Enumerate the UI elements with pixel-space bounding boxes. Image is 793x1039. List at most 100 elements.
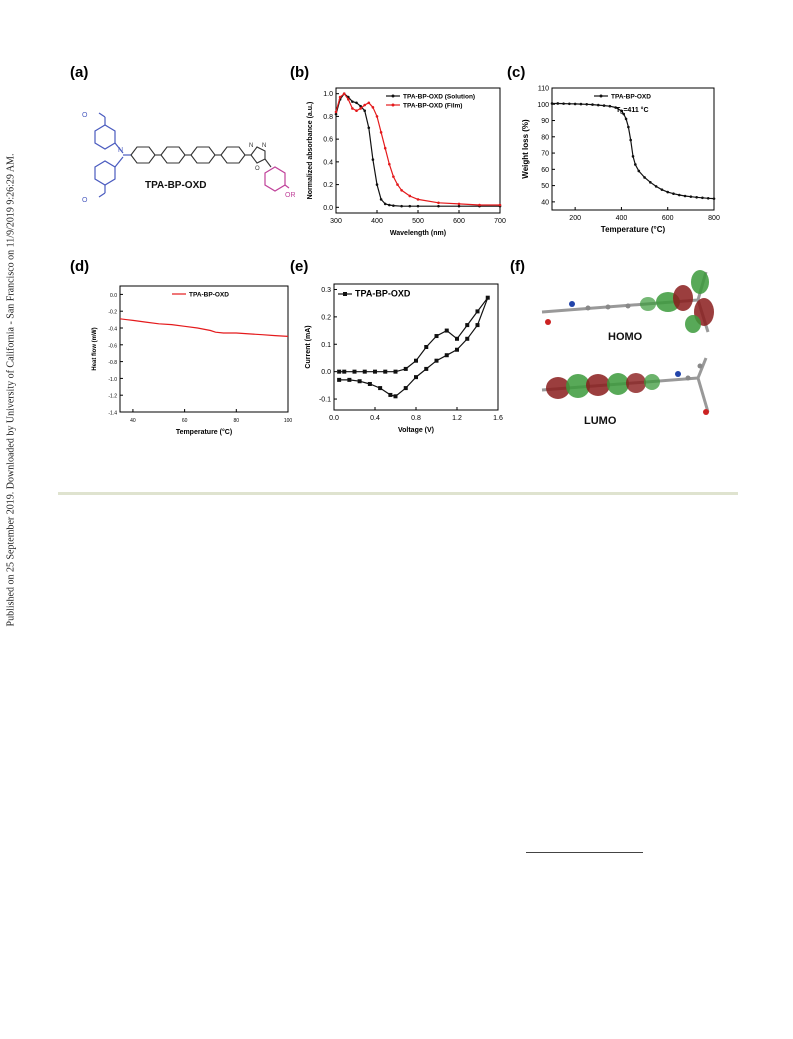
data-point xyxy=(347,377,352,382)
y-tick-label: 110 xyxy=(538,86,549,93)
y-tick-label: 0.8 xyxy=(323,114,333,121)
y-tick-label: 1.0 xyxy=(323,91,333,98)
panel-label-e: (e) xyxy=(290,258,309,275)
data-point xyxy=(437,204,440,208)
atom-n: N xyxy=(118,147,123,154)
data-point xyxy=(579,102,583,106)
data-point xyxy=(457,204,461,208)
y-tick-label: -1.4 xyxy=(108,411,117,417)
tpa-group xyxy=(94,112,131,198)
y-tick-label: 100 xyxy=(537,102,549,109)
x-tick-label: 0.4 xyxy=(370,415,380,422)
y-tick-label: 60 xyxy=(541,167,549,174)
plot-frame xyxy=(333,283,499,411)
y-tick-label: -0.6 xyxy=(108,343,117,349)
data-point xyxy=(347,98,350,101)
data-point xyxy=(337,377,342,382)
data-point xyxy=(568,102,571,106)
y-tick-label: 0.1 xyxy=(321,342,331,349)
legend-marker xyxy=(599,94,603,98)
data-point xyxy=(444,328,449,333)
data-point xyxy=(556,102,560,105)
oxadiazole-n1: N xyxy=(249,143,253,149)
legend-label: TPA-BP-OXD (Film) xyxy=(403,103,462,110)
y-tick-label: 0.2 xyxy=(321,314,331,321)
x-tick-label: 600 xyxy=(453,218,465,225)
data-point xyxy=(455,336,459,341)
data-point xyxy=(396,183,399,186)
data-point xyxy=(573,102,577,106)
y-tick-label: 0.0 xyxy=(110,293,117,299)
data-point xyxy=(550,102,554,105)
data-point xyxy=(434,334,439,339)
data-point xyxy=(596,103,600,107)
data-point xyxy=(416,204,420,208)
data-point xyxy=(562,102,565,105)
y-tick-label: -0.1 xyxy=(319,397,331,404)
section-divider xyxy=(58,492,738,495)
data-point xyxy=(683,194,687,198)
y-tick-label: -1.0 xyxy=(108,377,117,383)
series-line xyxy=(335,92,500,206)
data-point xyxy=(627,125,630,129)
tga-chart: 200 400 600 800 40 50 60 70 80 90 100 110 Temperatur… xyxy=(521,86,720,235)
panel-label-f: (f) xyxy=(510,258,525,275)
data-point xyxy=(634,163,637,166)
x-tick-label: 40 xyxy=(130,418,136,424)
y-tick-label: 90 xyxy=(541,118,549,125)
data-point xyxy=(629,138,632,142)
y-tick-label: 70 xyxy=(541,151,549,158)
molecule-name: TPA-BP-OXD xyxy=(145,180,206,191)
x-axis-label: Temperature (°C) xyxy=(176,428,232,436)
data-point xyxy=(689,195,693,198)
lumo-label: LUMO xyxy=(584,415,617,427)
data-point xyxy=(362,369,367,374)
data-point xyxy=(383,202,387,206)
molecule-structure: O O N N N O OR TPA-BP-OXD xyxy=(82,112,295,204)
data-point xyxy=(424,345,429,349)
data-point xyxy=(434,358,439,363)
oxadiazole-n2: N xyxy=(262,143,266,149)
legend-label: TPA-BP-OXD xyxy=(611,94,651,101)
data-point xyxy=(351,100,354,103)
data-point xyxy=(367,101,371,105)
data-point xyxy=(388,162,391,166)
y-axis-label: Current (mA) xyxy=(305,325,312,368)
data-point xyxy=(416,198,420,201)
sidebar-publication-note: Published on 25 September 2019. Download… xyxy=(4,120,18,660)
x-axis-label: Wavelength (nm) xyxy=(390,230,446,237)
td-annotation: Td=411 °C xyxy=(616,106,649,116)
y-tick-label: 0.0 xyxy=(321,369,331,376)
data-point xyxy=(695,196,698,199)
y-tick-label: 50 xyxy=(541,183,549,190)
x-axis-label: Voltage (V) xyxy=(398,427,434,434)
data-point xyxy=(403,366,408,371)
data-point xyxy=(352,369,357,374)
y-tick-label: 0.0 xyxy=(323,205,333,212)
y-tick-label: -1.2 xyxy=(108,394,117,400)
y-axis-label: Normalized absorbance (a.u.) xyxy=(307,102,314,200)
or-phenyl-ring xyxy=(264,166,286,192)
publication-note-text: Published on 25 September 2019. Download… xyxy=(5,153,17,627)
x-tick-label: 0.0 xyxy=(329,415,339,422)
x-tick-label: 700 xyxy=(494,218,506,225)
data-point xyxy=(475,309,480,314)
phenyl-ring-1 xyxy=(130,146,156,164)
data-point xyxy=(400,188,403,192)
data-point xyxy=(455,347,459,352)
data-point xyxy=(701,196,704,200)
x-tick-label: 600 xyxy=(662,215,674,222)
data-point xyxy=(375,183,379,186)
data-point xyxy=(485,295,490,300)
orbital-figure: HOMO LUMO xyxy=(541,270,714,427)
x-tick-label: 100 xyxy=(284,418,293,424)
x-tick-label: 400 xyxy=(616,215,628,222)
data-point xyxy=(654,185,658,188)
y-tick-label: 0.2 xyxy=(323,182,333,189)
data-point xyxy=(424,366,429,371)
y-tick-label: 0.4 xyxy=(323,159,333,166)
legend-marker xyxy=(391,94,395,98)
data-point xyxy=(624,117,628,121)
data-point xyxy=(666,190,670,194)
data-point xyxy=(379,131,383,134)
